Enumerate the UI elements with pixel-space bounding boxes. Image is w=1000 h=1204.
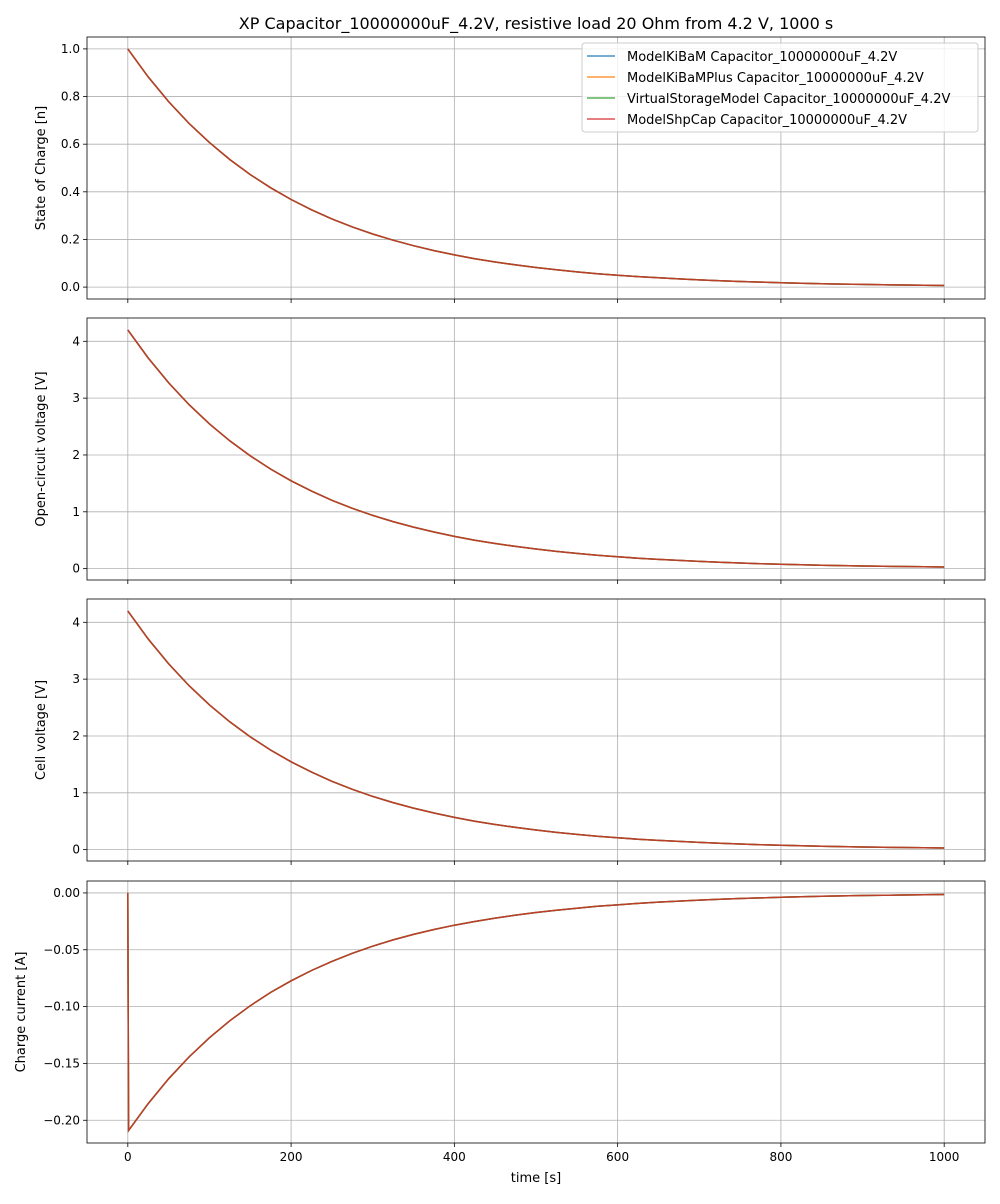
- axes-frame: [86, 317, 986, 581]
- axes-frame: [86, 880, 986, 1144]
- y-tick-label: 2: [72, 448, 80, 462]
- y-tick-label: 0: [72, 843, 80, 857]
- series-line-3: [127, 610, 945, 849]
- series-line-4: [127, 610, 945, 849]
- legend-entry-label: VirtualStorageModel Capacitor_10000000uF…: [627, 92, 950, 107]
- series-line-2: [127, 610, 945, 849]
- x-axis-label: time [s]: [511, 1171, 561, 1186]
- x-tick-label: 600: [606, 1150, 629, 1164]
- y-tick-label: 0.0: [61, 280, 80, 294]
- y-tick-label: −0.20: [43, 1113, 80, 1127]
- subplot-2: 0 1 2 3 4 Open-circuit voltage [V]: [34, 317, 986, 584]
- y-tick-label: 0.8: [61, 90, 80, 104]
- series-line-1: [127, 892, 945, 1133]
- y-axis-label: Charge current [A]: [14, 952, 29, 1073]
- y-axis-label: Cell voltage [V]: [34, 680, 49, 780]
- y-tick-label: 3: [72, 391, 80, 405]
- y-tick-label: 1: [72, 505, 80, 519]
- y-tick-label: 4: [72, 615, 80, 629]
- y-tick-label: 1: [72, 786, 80, 800]
- x-tick-label: 1000: [929, 1150, 960, 1164]
- series-line-1: [127, 329, 945, 568]
- y-tick-label: −0.05: [43, 943, 80, 957]
- chart-title: XP Capacitor_10000000uF_4.2V, resistive …: [239, 14, 833, 34]
- y-tick-label: 2: [72, 729, 80, 743]
- series-line-4: [127, 892, 945, 1133]
- series-line-4: [127, 329, 945, 568]
- series-line-3: [127, 329, 945, 568]
- x-tick-label: 400: [443, 1150, 466, 1164]
- y-axis-label: Open-circuit voltage [V]: [34, 371, 49, 526]
- legend-box: [581, 42, 979, 133]
- legend-entry-label: ModelKiBaMPlus Capacitor_10000000uF_4.2V: [627, 71, 924, 86]
- y-tick-label: 1.0: [61, 42, 80, 56]
- subplot-3: 0 1 2 3 4 Cell voltage [V]: [34, 598, 986, 865]
- y-tick-label: 0.2: [61, 232, 80, 246]
- series-line-4: [127, 48, 945, 287]
- y-tick-label: 3: [72, 672, 80, 686]
- series-line-2: [127, 329, 945, 568]
- x-tick-label: 800: [769, 1150, 792, 1164]
- subplot-4: 0 200 400 600 800 1000 0.00 −0.05 −0.10 −0.15 −0.2…: [14, 880, 986, 1164]
- y-tick-label: 0.6: [61, 137, 80, 151]
- x-tick-label: 200: [280, 1150, 303, 1164]
- legend-entry-label: ModelKiBaM Capacitor_10000000uF_4.2V: [627, 50, 897, 65]
- series-line-3: [127, 892, 945, 1133]
- y-tick-label: −0.10: [43, 1000, 80, 1014]
- y-tick-label: −0.15: [43, 1056, 80, 1070]
- y-tick-label: 0.4: [61, 185, 80, 199]
- series-line-2: [127, 892, 945, 1133]
- y-tick-label: 0.00: [53, 886, 80, 900]
- y-axis-label: State of Charge [n]: [34, 106, 49, 230]
- y-tick-label: 4: [72, 334, 80, 348]
- x-tick-label: 0: [124, 1150, 132, 1164]
- legend-entry-label: ModelShpCap Capacitor_10000000uF_4.2V: [627, 113, 907, 128]
- series-line-1: [127, 610, 945, 849]
- axes-frame: [86, 36, 986, 300]
- axes-frame: [86, 598, 986, 862]
- legend: ModelKiBaM Capacitor_10000000uF_4.2V Mode…: [581, 42, 979, 133]
- y-tick-label: 0: [72, 562, 80, 576]
